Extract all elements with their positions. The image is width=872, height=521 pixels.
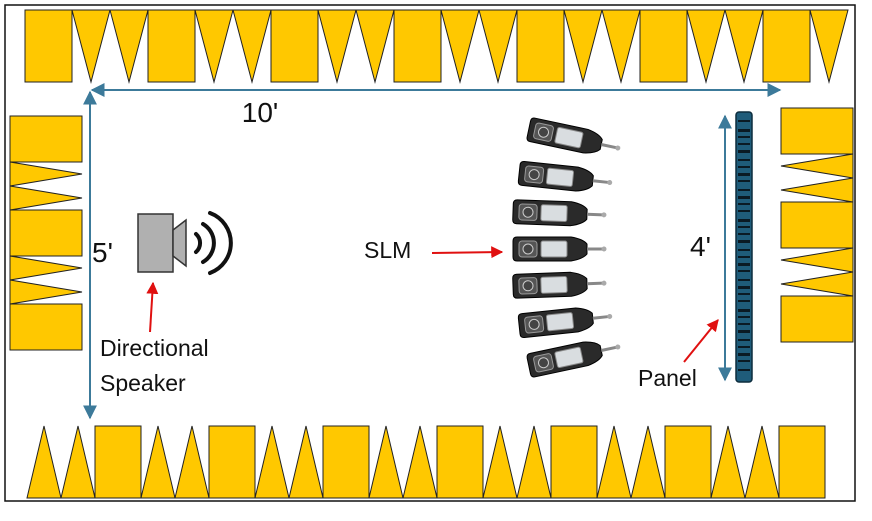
- absorber-block: [516, 9, 565, 83]
- absorber-wedge: [140, 425, 176, 499]
- panel-label: Panel: [638, 365, 697, 391]
- absorber-wedge: [780, 153, 854, 179]
- absorber-wedge: [288, 425, 324, 499]
- absorber-wedge: [317, 9, 357, 84]
- absorber-block: [270, 9, 319, 83]
- absorber-wedge: [724, 9, 764, 84]
- absorber-wedge: [26, 425, 62, 499]
- absorber-wedge: [440, 9, 480, 84]
- absorber-wedge: [478, 9, 518, 84]
- absorber-wedge: [402, 425, 438, 499]
- absorber-wedge: [355, 9, 395, 84]
- absorber-wedge: [109, 9, 149, 84]
- absorber-wedge: [9, 279, 83, 305]
- absorber-block: [664, 425, 712, 499]
- absorber-wedge: [563, 9, 603, 84]
- absorber-block: [780, 201, 854, 249]
- speaker-icon: [137, 213, 187, 273]
- left-absorber-wall: [9, 115, 83, 351]
- panel-icon: [735, 111, 753, 383]
- absorber-block: [322, 425, 370, 499]
- absorber-block: [393, 9, 442, 83]
- slm-pointer-arrow: [431, 246, 504, 259]
- speaker-label-line2: Speaker: [100, 370, 186, 396]
- absorber-wedge: [630, 425, 666, 499]
- absorber-block: [550, 425, 598, 499]
- absorber-wedge: [9, 185, 83, 211]
- absorber-wedge: [482, 425, 518, 499]
- absorber-wedge: [780, 177, 854, 203]
- absorber-wedge: [9, 161, 83, 187]
- absorber-block: [778, 425, 826, 499]
- absorber-wedge: [516, 425, 552, 499]
- panel-pointer-arrow: [683, 319, 719, 363]
- length-label: 10': [242, 97, 279, 128]
- speaker-label-line1: Directional: [100, 335, 209, 361]
- panel-height-label: 4': [690, 231, 711, 262]
- sound-level-meter-icon: [526, 117, 621, 154]
- sound-level-meter-icon: [512, 236, 607, 262]
- absorber-block: [9, 115, 83, 163]
- sound-level-meter-icon: [526, 341, 621, 378]
- absorber-wedge: [9, 255, 83, 281]
- absorber-block: [762, 9, 811, 83]
- absorber-wedge: [710, 425, 746, 499]
- absorber-block: [780, 295, 854, 343]
- sound-level-meter-array: [512, 117, 621, 378]
- width-label: 5': [92, 237, 113, 268]
- absorber-wedge: [60, 425, 96, 499]
- absorber-block: [94, 425, 142, 499]
- sound-level-meter-icon: [517, 307, 613, 339]
- absorber-block: [639, 9, 688, 83]
- right-absorber-wall: [780, 107, 854, 343]
- slm-label: SLM: [364, 237, 411, 263]
- absorber-wedge: [368, 425, 404, 499]
- top-absorber-wall: [24, 9, 849, 84]
- absorber-wedge: [174, 425, 210, 499]
- absorber-wedge: [744, 425, 780, 499]
- absorber-wedge: [71, 9, 111, 84]
- sound-level-meter-icon: [512, 199, 607, 227]
- absorber-wedge: [780, 271, 854, 297]
- absorber-wedge: [254, 425, 290, 499]
- absorber-wedge: [686, 9, 726, 84]
- sound-level-meter-icon: [512, 271, 607, 299]
- absorber-block: [9, 303, 83, 351]
- bottom-absorber-wall: [26, 425, 826, 499]
- absorber-wedge: [809, 9, 849, 84]
- absorber-block: [208, 425, 256, 499]
- absorber-block: [24, 9, 73, 83]
- absorber-wedge: [780, 247, 854, 273]
- absorber-wedge: [194, 9, 234, 84]
- speaker-pointer-arrow: [146, 281, 159, 333]
- absorber-block: [780, 107, 854, 155]
- absorber-block: [9, 209, 83, 257]
- absorber-block: [147, 9, 196, 83]
- absorber-wedge: [232, 9, 272, 84]
- sound-level-meter-icon: [517, 160, 613, 192]
- absorber-wedge: [601, 9, 641, 84]
- sound-waves-icon: [194, 211, 233, 275]
- absorber-wedge: [596, 425, 632, 499]
- absorber-block: [436, 425, 484, 499]
